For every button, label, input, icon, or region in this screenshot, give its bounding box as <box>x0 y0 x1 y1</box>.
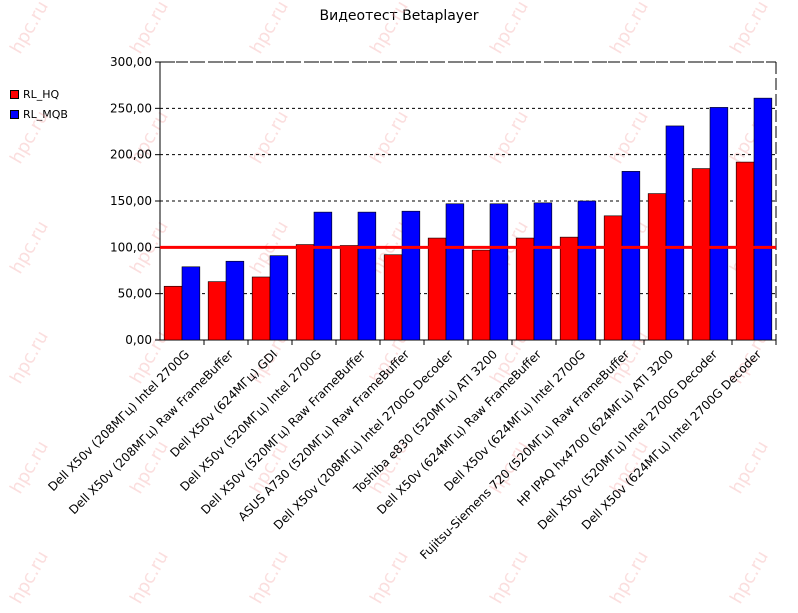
legend-item-rl-mqb: RL_MQB <box>10 104 68 124</box>
legend-item-rl-hq: RL_HQ <box>10 84 68 104</box>
y-tick-label: 250,00 <box>110 101 152 115</box>
watermark-text: hpc.ru <box>6 547 53 607</box>
bar-rl-hq <box>691 168 711 341</box>
legend: RL_HQ RL_MQB <box>10 84 68 124</box>
watermark-text: hpc.ru <box>126 547 173 607</box>
y-tick-label: 0,00 <box>125 333 152 347</box>
legend-label-rl-hq: RL_HQ <box>23 87 60 101</box>
bar-rl-mqb <box>665 125 685 341</box>
watermark-text: hpc.ru <box>366 547 413 607</box>
bar-rl-hq <box>735 161 755 341</box>
bar-rl-hq <box>427 237 447 341</box>
bar-rl-mqb <box>577 200 597 341</box>
watermark-text: hpc.ru <box>486 547 533 607</box>
x-tick-label: HP IPAQ hx4700 (624МГц) ATI 3200 <box>514 347 676 509</box>
y-tick-label: 200,00 <box>110 148 152 162</box>
legend-label-rl-mqb: RL_MQB <box>23 107 68 121</box>
bar-rl-hq <box>559 236 579 341</box>
watermark-text: hpc.ru <box>6 107 53 167</box>
bar-rl-mqb <box>489 203 509 341</box>
bar-rl-hq <box>207 281 227 341</box>
y-tick-label: 100,00 <box>110 240 152 254</box>
bar-rl-mqb <box>181 266 201 341</box>
bar-rl-hq <box>339 245 359 341</box>
watermark-text: hpc.ru <box>6 0 53 58</box>
watermark-text: hpc.ru <box>486 107 533 167</box>
bar-rl-mqb <box>621 171 641 341</box>
watermark-text: hpc.ru <box>246 107 293 167</box>
bar-rl-mqb <box>753 97 773 341</box>
bar-rl-hq <box>471 249 491 341</box>
watermark-text: hpc.ru <box>6 327 53 387</box>
watermark-text: hpc.ru <box>6 437 53 497</box>
bar-rl-hq <box>163 285 183 341</box>
watermark-text: hpc.ru <box>726 437 773 497</box>
bar-rl-hq <box>515 237 535 341</box>
bar-rl-mqb <box>401 210 421 341</box>
watermark-text: hpc.ru <box>726 0 773 58</box>
bar-rl-mqb <box>357 211 377 341</box>
bar-rl-hq <box>647 193 667 341</box>
watermark-text: hpc.ru <box>366 0 413 58</box>
x-tick-label: Dell X50v (624МГц) Raw FrameBuffer <box>374 347 544 517</box>
bar-rl-mqb <box>533 202 553 341</box>
watermark-text: hpc.ru <box>606 107 653 167</box>
watermark-text: hpc.ru <box>366 107 413 167</box>
watermark-text: hpc.ru <box>6 217 53 277</box>
x-tick-label: Dell X50v (520МГц) Raw FrameBuffer <box>198 347 368 517</box>
watermark-text: hpc.ru <box>486 0 533 58</box>
bar-rl-mqb <box>709 107 729 341</box>
bar-rl-hq <box>603 215 623 341</box>
watermark-text: hpc.ru <box>246 0 293 58</box>
y-tick-label: 300,00 <box>110 55 152 69</box>
bar-rl-hq <box>295 244 315 341</box>
legend-swatch-rl-mqb <box>10 109 19 119</box>
bar-rl-mqb <box>313 211 333 341</box>
y-tick-label: 50,00 <box>118 287 152 301</box>
bar-rl-hq <box>383 254 403 341</box>
chart-title: Видеотест Betaplayer <box>319 8 479 24</box>
legend-swatch-rl-hq <box>10 89 19 99</box>
bar-rl-mqb <box>269 255 289 341</box>
y-tick-label: 150,00 <box>110 194 152 208</box>
bar-rl-mqb <box>225 260 245 341</box>
x-tick-label: Fujitsu-Siemens 720 (520МГц) Raw FrameBu… <box>417 347 632 562</box>
watermark-text: hpc.ru <box>726 547 773 607</box>
bar-rl-hq <box>251 276 271 341</box>
watermark-text: hpc.ru <box>126 0 173 58</box>
watermark-text: hpc.ru <box>246 547 293 607</box>
watermark-text: hpc.ru <box>606 547 653 607</box>
watermark-text: hpc.ru <box>606 0 653 58</box>
bar-rl-mqb <box>445 203 465 341</box>
